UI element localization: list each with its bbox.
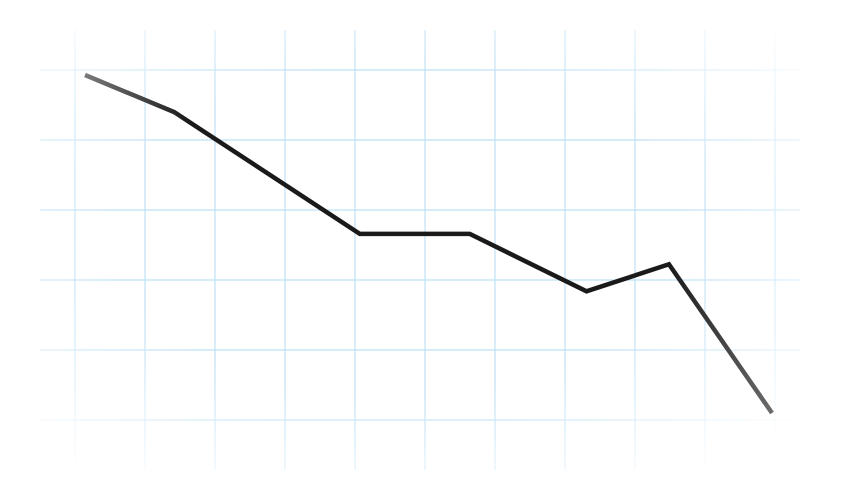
grid <box>40 30 800 470</box>
series-line-group <box>84 72 774 415</box>
series-line <box>84 72 774 415</box>
